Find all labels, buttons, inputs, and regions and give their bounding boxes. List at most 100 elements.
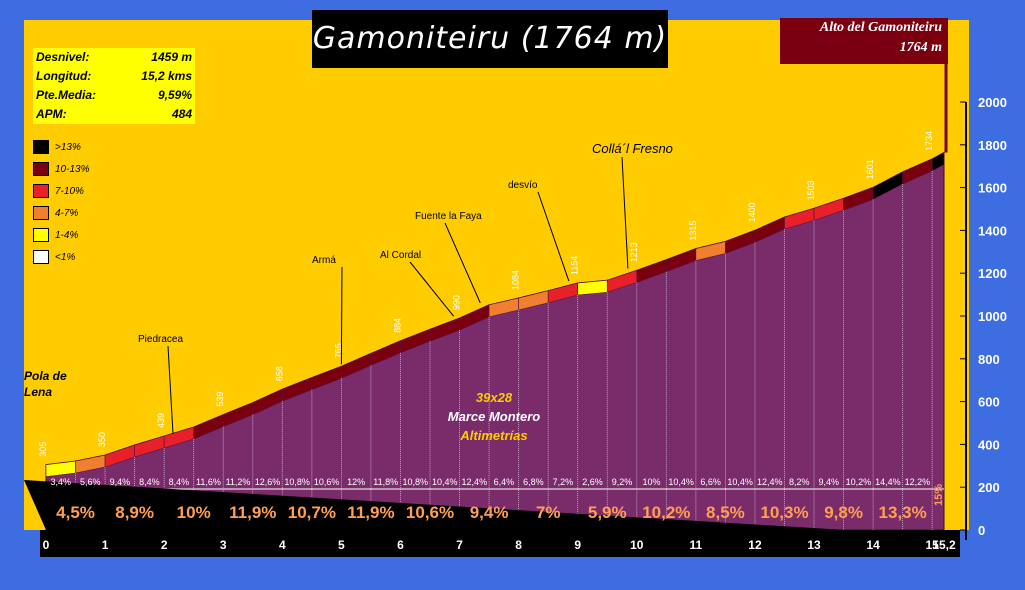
altitude-label: 305 (38, 442, 48, 457)
half-km-slope-label: 11,8% (373, 477, 398, 487)
km-slope-label: 13,3% (879, 503, 927, 522)
km-slope-label: 10,2% (642, 503, 690, 522)
half-km-slope-label: 6,4% (494, 477, 515, 487)
summit-altitude: 1764 m (899, 40, 942, 55)
stat-value: 15,2 kms (141, 69, 192, 83)
y-tick-label: 800 (978, 352, 1000, 367)
altitude-label: 1084 (511, 270, 521, 290)
half-km-slope-label: 12% (347, 477, 365, 487)
last-slope-label: 15% (933, 484, 945, 506)
half-km-slope-label: 14,4% (875, 477, 901, 487)
x-tick-label: 13 (807, 538, 821, 552)
x-tick-label: 1 (102, 538, 109, 552)
km-slope-label: 8,5% (706, 503, 745, 522)
half-km-slope-label: 10,8% (284, 477, 310, 487)
annotation-label: Armá (312, 255, 336, 266)
base-group (24, 480, 960, 557)
x-tick-label: 15,2 (932, 538, 956, 552)
y-tick-label: 200 (978, 480, 1000, 495)
km-slope-label: 9,4% (470, 503, 509, 522)
legend-swatch (33, 140, 49, 154)
altitude-label: 1400 (747, 202, 757, 222)
half-km-slope-label: 9,4% (819, 477, 840, 487)
legend-item: >13% (33, 136, 89, 158)
half-km-slope-label: 10,2% (846, 477, 872, 487)
gradient-band-segment (577, 279, 608, 296)
stat-label: Pte.Media: (36, 88, 97, 102)
stat-row-apm: APM: 484 (33, 105, 195, 124)
stat-row-pendiente: Pte.Media: 9,59% (33, 86, 195, 105)
legend-swatch (33, 206, 49, 220)
annotation-label: Pola de (24, 369, 67, 383)
annotation-label: Lena (24, 385, 52, 399)
km-slope-label: 11,9% (229, 503, 276, 522)
km-slope-label: 8,9% (115, 503, 154, 522)
y-tick-label: 1200 (978, 266, 1007, 281)
half-km-slope-label: 9,2% (612, 477, 633, 487)
credit-box: 39x28 Marce Montero Altimetrías (424, 388, 564, 445)
half-km-slope-label: 10,4% (668, 477, 694, 487)
km-slope-label: 7% (536, 503, 561, 522)
x-tick-label: 10 (630, 538, 644, 552)
half-km-slope-label: 3,4% (51, 477, 72, 487)
half-km-slope-label: 10,6% (314, 477, 340, 487)
half-km-slope-label: 9,4% (110, 477, 131, 487)
legend-swatch (33, 162, 49, 176)
x-tick-label: 8 (515, 538, 522, 552)
half-km-slope-label: 6,6% (700, 477, 721, 487)
legend-label: <1% (55, 251, 76, 263)
x-tick-label: 5 (338, 538, 345, 552)
x-tick-label: 15 (926, 538, 940, 552)
summit-name: Alto del Gamoniteiru (819, 20, 942, 35)
base-slab (24, 480, 944, 536)
stats-box: Desnivel: 1459 m Longitud: 15,2 kms Pte.Me… (33, 48, 195, 124)
half-km-slope-label: 12,2% (905, 477, 931, 487)
half-km-slope-label: 11,2% (226, 477, 251, 487)
stat-value: 9,59% (157, 88, 192, 102)
altitude-label: 884 (392, 318, 402, 333)
y-tick-label: 0 (978, 523, 985, 538)
half-km-slope-label: 12,6% (255, 477, 281, 487)
labels-group: 305 350 439 539 658 765 884 990 1084 1154 1213 1315… (24, 64, 948, 522)
annotation-pointer (444, 222, 481, 304)
altitude-label: 1503 (806, 180, 816, 200)
legend-label: >13% (55, 141, 81, 153)
x-tick-label: 9 (574, 538, 581, 552)
legend-item: <1% (33, 246, 89, 268)
legend-label: 4-7% (55, 207, 79, 219)
y-tick-label: 400 (978, 437, 1000, 452)
gradient-legend: >13% 10-13% 7-10% 4-7% 1-4% <1% (33, 136, 89, 268)
legend-item: 1-4% (33, 224, 89, 246)
altitude-label: 990 (452, 295, 462, 310)
annotation-pointer (409, 261, 455, 317)
legend-item: 10-13% (33, 158, 89, 180)
stat-label: Desnivel: (36, 50, 90, 64)
altitude-label: 1601 (865, 159, 875, 179)
legend-label: 10-13% (55, 163, 90, 175)
y-tick-label: 2000 (978, 95, 1007, 110)
stat-row-desnivel: Desnivel: 1459 m (33, 48, 195, 67)
base-floor (40, 530, 960, 557)
km-slope-label: 9,8% (824, 503, 863, 522)
annotation-label: Al Cordal (380, 250, 421, 261)
half-km-slope-label: 5,6% (80, 477, 101, 487)
stat-value: 484 (171, 107, 192, 121)
y-tick-label: 600 (978, 395, 1000, 410)
legend-swatch (33, 184, 49, 198)
x-tick-label: 3 (220, 538, 227, 552)
annotation-label: Fuente la Faya (415, 211, 482, 222)
stat-value: 1459 m (151, 50, 192, 64)
gradient-band-segment (931, 151, 945, 172)
summit-box: Alto del Gamoniteiru 1764 m (780, 18, 948, 64)
km-slope-label: 11,9% (347, 503, 394, 522)
credit-line: Marce Montero (447, 409, 541, 424)
annotation-pointer (621, 156, 629, 269)
half-km-slope-label: 8,4% (139, 477, 160, 487)
altitude-label: 539 (215, 392, 225, 407)
stat-row-longitud: Longitud: 15,2 kms (33, 67, 195, 86)
y-tick-label: 1600 (978, 181, 1007, 196)
altitude-label: 658 (274, 366, 284, 381)
altitude-label: 1213 (629, 242, 639, 262)
half-km-slope-label: 7,2% (553, 477, 574, 487)
km-slope-label: 5,9% (588, 503, 627, 522)
